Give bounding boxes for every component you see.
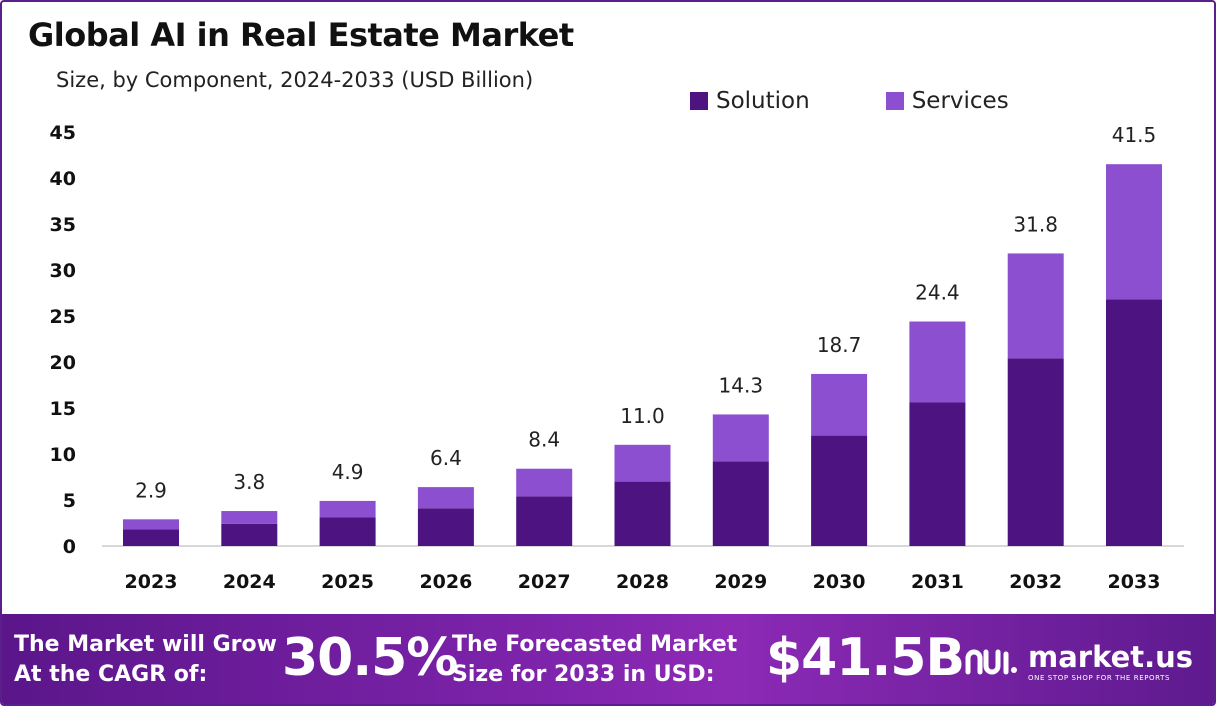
x-tick-label-2029: 2029 [714,571,767,593]
x-tick-label-2024: 2024 [223,571,276,593]
bar-solution-2033 [1106,299,1162,546]
bar-solution-2031 [909,402,966,546]
bar-solution-2023 [123,529,179,546]
y-tick-label: 0 [63,536,76,558]
legend-label-services: Services [911,88,1009,114]
bar-services-2029 [712,414,769,462]
x-tick-label-2027: 2027 [518,571,571,593]
y-tick-label: 20 [50,352,76,374]
x-tick-label-2032: 2032 [1009,571,1062,593]
forecast-text: The Forecasted Market Size for 2033 in U… [452,632,738,687]
bar-solution-2025 [319,517,376,546]
data-label-2025: 4.9 [332,460,364,484]
data-label-2028: 11.0 [620,404,665,428]
legend-label-solution: Solution [716,88,810,114]
cagr-value: 30.5% [282,628,458,688]
market-us-logo-icon [965,649,1017,675]
y-tick-label: 35 [50,214,76,236]
data-label-2033: 41.5 [1112,123,1157,147]
legend-item-services: Services [885,88,1009,114]
bar-services-2031 [909,321,966,403]
bar-solution-2028 [614,481,671,546]
cagr-text: The Market will Grow At the CAGR of: [14,632,277,687]
data-label-2029: 14.3 [719,373,764,397]
bar-solution-2024 [221,523,278,546]
y-tick-label: 5 [63,490,76,512]
bar-services-2032 [1007,253,1064,359]
x-tick-label-2023: 2023 [125,571,178,593]
chart-title: Global AI in Real Estate Market [28,16,574,54]
bar-solution-2027 [516,496,573,546]
chart-subtitle: Size, by Component, 2024-2033 (USD Billi… [56,68,534,92]
bar-services-2027 [516,468,573,497]
y-tick-label: 15 [50,398,76,420]
forecast-value: $41.5B [766,628,965,688]
market-us-logo[interactable]: market.us ONE STOP SHOP FOR THE REPORTS [964,642,1193,682]
y-tick-label: 25 [50,306,76,328]
data-label-2026: 6.4 [430,446,462,470]
legend-item-solution: Solution [690,88,810,114]
y-tick-label: 40 [50,168,76,190]
bar-solution-2029 [712,461,769,546]
y-tick-label: 45 [50,122,76,144]
data-label-2024: 3.8 [233,470,265,494]
bar-solution-2032 [1007,358,1064,546]
bar-services-2030 [811,373,868,436]
logo-tagline: ONE STOP SHOP FOR THE REPORTS [1028,674,1171,682]
bar-services-2028 [614,444,671,482]
y-tick-label: 10 [50,444,76,466]
x-tick-label-2025: 2025 [321,571,374,593]
footer-banner: The Market will Grow At the CAGR of: 30.… [2,614,1214,704]
bar-solution-2030 [811,435,868,546]
x-tick-label-2033: 2033 [1108,571,1161,593]
bar-chart: 0510152025303540452.920233.820244.920256… [50,122,1184,593]
x-tick-label-2030: 2030 [813,571,866,593]
data-label-2027: 8.4 [528,428,560,452]
bar-services-2033 [1106,164,1162,300]
data-label-2031: 24.4 [915,281,960,305]
legend: Solution Services [690,88,1009,114]
bar-services-2025 [319,500,376,518]
bar-services-2026 [417,487,474,509]
x-tick-label-2031: 2031 [911,571,964,593]
data-label-2032: 31.8 [1013,212,1058,236]
legend-swatch-solution [690,92,708,110]
legend-swatch-services [885,92,904,110]
data-label-2030: 18.7 [817,333,862,357]
y-tick-label: 30 [50,260,76,282]
bar-solution-2026 [417,508,474,546]
bar-services-2023 [123,519,179,530]
x-tick-label-2028: 2028 [616,571,669,593]
bar-services-2024 [221,511,278,524]
data-label-2023: 2.9 [135,478,167,502]
x-tick-label-2026: 2026 [419,571,472,593]
logo-name: market.us [1028,640,1194,674]
